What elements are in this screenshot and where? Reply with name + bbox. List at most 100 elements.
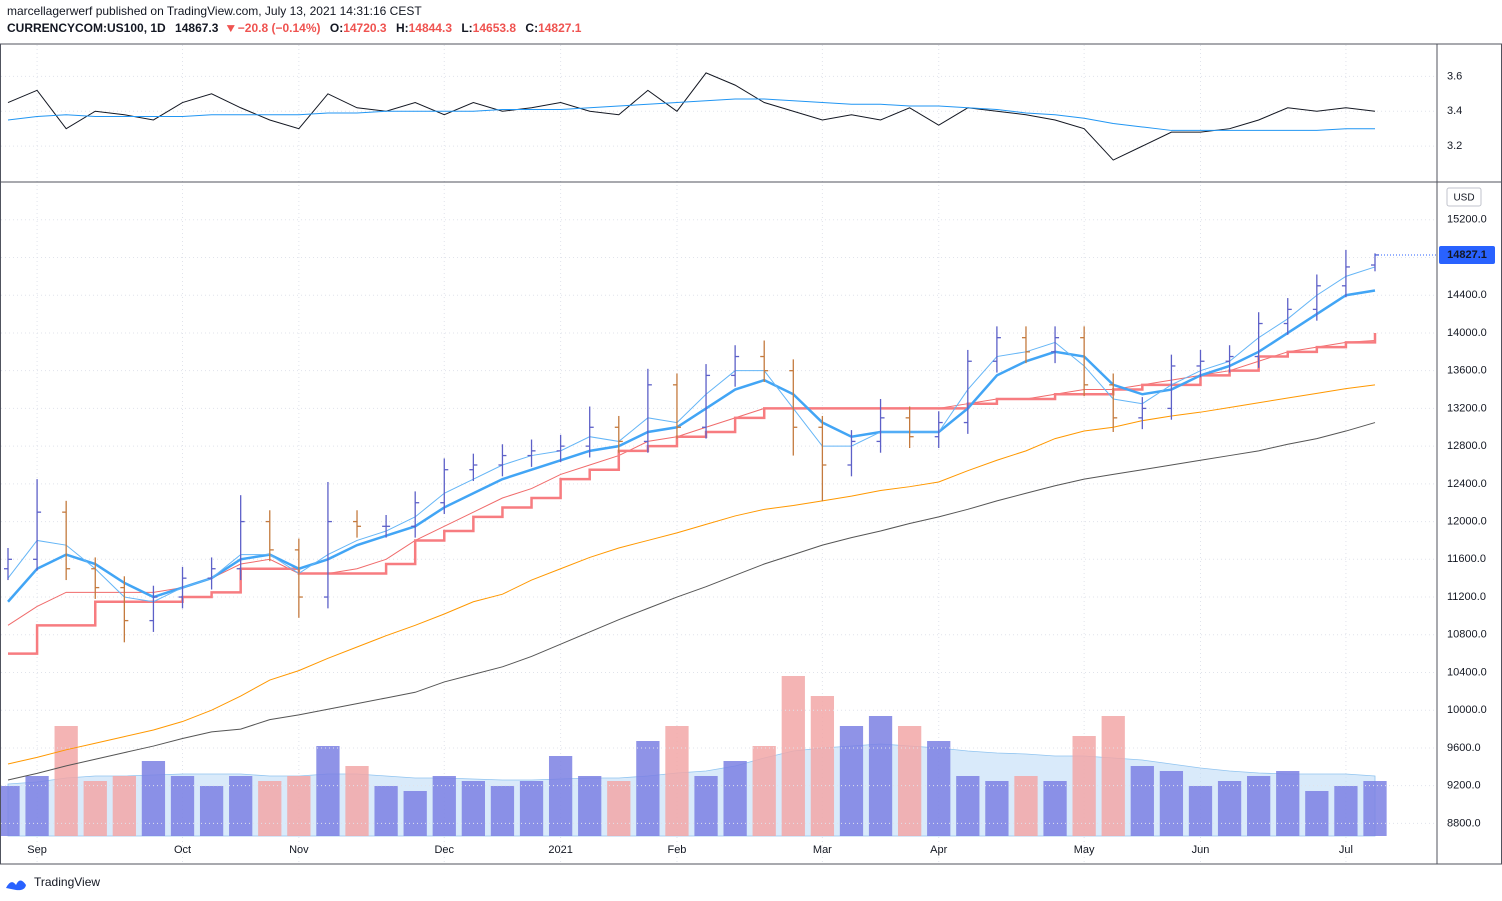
- logo: [6, 880, 26, 891]
- volume-bar: [54, 726, 78, 836]
- y-tick-label: 9600.0: [1447, 742, 1481, 754]
- volume-bar: [607, 781, 631, 836]
- y-tick-label: 9200.0: [1447, 780, 1481, 792]
- y-tick-label: 14400.0: [1447, 289, 1487, 301]
- moving-average: [7, 266, 1376, 603]
- brand: TradingView: [34, 875, 100, 889]
- volume-bar: [1014, 776, 1038, 836]
- last-price-label: 14827.1: [1447, 249, 1487, 261]
- y-tick-label: 3.4: [1447, 105, 1462, 117]
- x-tick-label: Nov: [289, 844, 309, 856]
- logo-icon: [6, 880, 26, 891]
- volume-bar: [1072, 736, 1096, 836]
- y-tick-label: 12800.0: [1447, 440, 1487, 452]
- volume-bar: [316, 746, 340, 836]
- open-value: 14720.3: [343, 21, 387, 35]
- volume-bar: [403, 791, 427, 836]
- y-tick-label: 13600.0: [1447, 365, 1487, 377]
- volume-bar: [636, 741, 660, 836]
- moving-average: [7, 340, 1376, 626]
- volume-bar: [141, 761, 166, 836]
- x-tick-label: Jun: [1192, 844, 1210, 856]
- y-tick-label: 12400.0: [1447, 478, 1487, 490]
- volume-bar: [1130, 766, 1154, 836]
- indicator-line: [7, 72, 1376, 161]
- volume-bar: [578, 776, 602, 836]
- volume-bar: [752, 746, 776, 836]
- volume-bar: [1101, 716, 1125, 836]
- volume-bar: [810, 696, 835, 836]
- price: 14867.3: [175, 21, 219, 35]
- volume-bar: [199, 786, 224, 836]
- y-tick-label: 13200.0: [1447, 402, 1487, 414]
- x-tick-label: Dec: [434, 844, 454, 856]
- moving-average: [7, 422, 1376, 781]
- volume-bar: [229, 776, 253, 836]
- volume-bar: [665, 726, 689, 836]
- y-tick-label: 8800.0: [1447, 817, 1481, 829]
- publisher: marcellagerwerf published on TradingView…: [7, 4, 422, 18]
- x-tick-label: Feb: [667, 844, 686, 856]
- volume-bar: [985, 781, 1009, 836]
- volume-bar: [898, 726, 922, 836]
- y-tick-label: 15200.0: [1447, 214, 1487, 226]
- volume-bar: [1276, 771, 1300, 836]
- volume-bar: [432, 776, 456, 836]
- volume-bar: [723, 761, 747, 836]
- y-tick-label: 14000.0: [1447, 327, 1487, 339]
- volume-bar: [374, 786, 398, 836]
- close-label: C:: [525, 21, 538, 35]
- high-label: H:: [396, 21, 409, 35]
- volume-bar: [287, 776, 311, 836]
- volume-bar: [781, 676, 805, 836]
- y-tick-label: 12000.0: [1447, 515, 1487, 527]
- low-value: 14653.8: [473, 21, 517, 35]
- y-tick-label: 10400.0: [1447, 666, 1487, 678]
- volume-bar: [548, 756, 573, 836]
- symbol: CURRENCYCOM:US100, 1D: [7, 21, 166, 35]
- x-tick-label: 2021: [548, 844, 572, 856]
- volume-bar: [1305, 791, 1329, 836]
- currency: USD: [1453, 193, 1474, 204]
- moving-average: [7, 384, 1376, 765]
- y-tick-label: 11200.0: [1447, 591, 1486, 603]
- volume-bar: [1334, 786, 1358, 836]
- moving-average: [8, 332, 1377, 655]
- x-tick-label: Jul: [1339, 844, 1353, 856]
- close-value: 14827.1: [538, 21, 582, 35]
- down-arrow: [226, 25, 235, 33]
- volume-bar: [868, 716, 893, 836]
- high-value: 14844.3: [409, 21, 453, 35]
- volume-bar: [1159, 771, 1184, 836]
- x-tick-label: Apr: [930, 844, 947, 856]
- y-tick-label: 10000.0: [1447, 704, 1487, 716]
- volume-bar: [1217, 781, 1242, 836]
- y-tick-label: 11600.0: [1447, 553, 1486, 565]
- volume-bar: [83, 781, 107, 836]
- volume-bar: [258, 781, 282, 836]
- volume-bar: [1363, 781, 1387, 836]
- volume-bar: [25, 776, 49, 836]
- volume-bar: [694, 776, 718, 836]
- volume-bar: [927, 741, 951, 836]
- volume-bar: [956, 776, 980, 836]
- y-tick-label: 10800.0: [1447, 629, 1487, 641]
- x-tick-label: Sep: [27, 844, 47, 856]
- volume-bar: [345, 766, 369, 836]
- moving-average: [7, 289, 1376, 603]
- volume-bar: [1188, 786, 1213, 836]
- volume-bar: [112, 776, 136, 836]
- volume-bar: [1247, 776, 1271, 836]
- volume-bar: [461, 781, 485, 836]
- volume-bar: [1043, 781, 1067, 836]
- volume-bar: [519, 781, 544, 836]
- volume-bar: [839, 726, 864, 836]
- x-tick-label: May: [1074, 844, 1095, 856]
- volume-bar: [490, 786, 515, 836]
- indicator-line: [7, 98, 1375, 131]
- x-tick-label: Oct: [174, 844, 191, 856]
- last-price-box: [1439, 245, 1495, 264]
- y-tick-label: 3.6: [1447, 70, 1462, 82]
- volume-bar: [0, 786, 20, 836]
